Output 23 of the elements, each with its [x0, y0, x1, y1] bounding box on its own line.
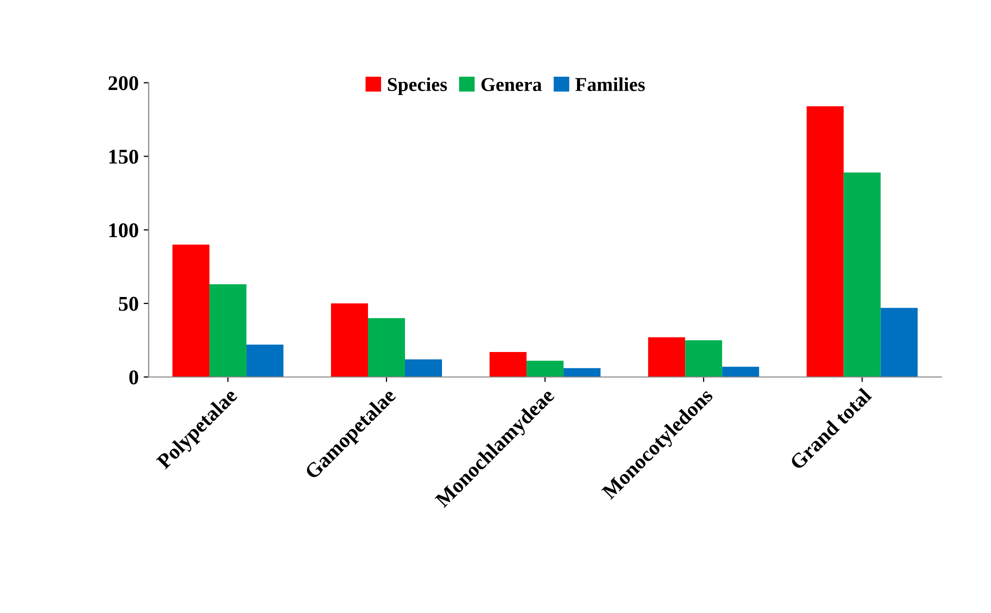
bar	[880, 308, 918, 377]
bar	[490, 352, 527, 377]
bar	[330, 303, 368, 377]
bar	[564, 368, 601, 377]
bar	[368, 318, 405, 377]
y-tick-label: 50	[118, 296, 138, 311]
y-tick-label: 100	[109, 223, 138, 238]
bar	[648, 337, 686, 377]
y-tick-label: 200	[108, 76, 138, 90]
y-tick-label: 0	[129, 370, 138, 384]
bar	[246, 344, 284, 377]
bar	[209, 284, 246, 377]
y-tick-label: 150	[109, 150, 138, 164]
bar	[685, 340, 722, 377]
legend-label: Species	[388, 77, 447, 96]
bar	[722, 366, 760, 377]
bar	[404, 359, 442, 377]
bar	[844, 172, 881, 377]
bar	[806, 106, 844, 377]
bar	[526, 360, 564, 377]
legend-label: Families	[575, 77, 645, 92]
bar	[172, 244, 210, 377]
legend-label: Genera	[481, 78, 542, 92]
